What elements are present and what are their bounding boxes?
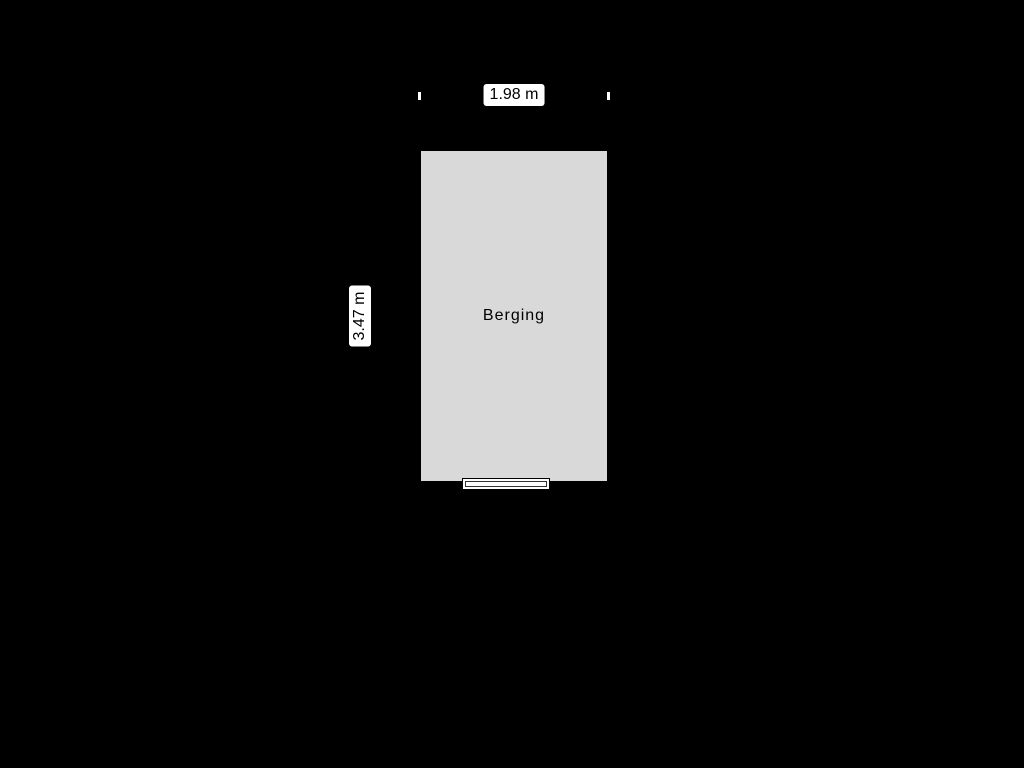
dimension-tick-right — [607, 92, 610, 100]
dimension-tick-left — [418, 92, 421, 100]
room-label: Berging — [483, 307, 545, 325]
door-panel — [465, 481, 547, 487]
dimension-height-label: 3.47 m — [349, 286, 371, 347]
dimension-width-label: 1.98 m — [484, 84, 545, 106]
door — [462, 478, 550, 490]
